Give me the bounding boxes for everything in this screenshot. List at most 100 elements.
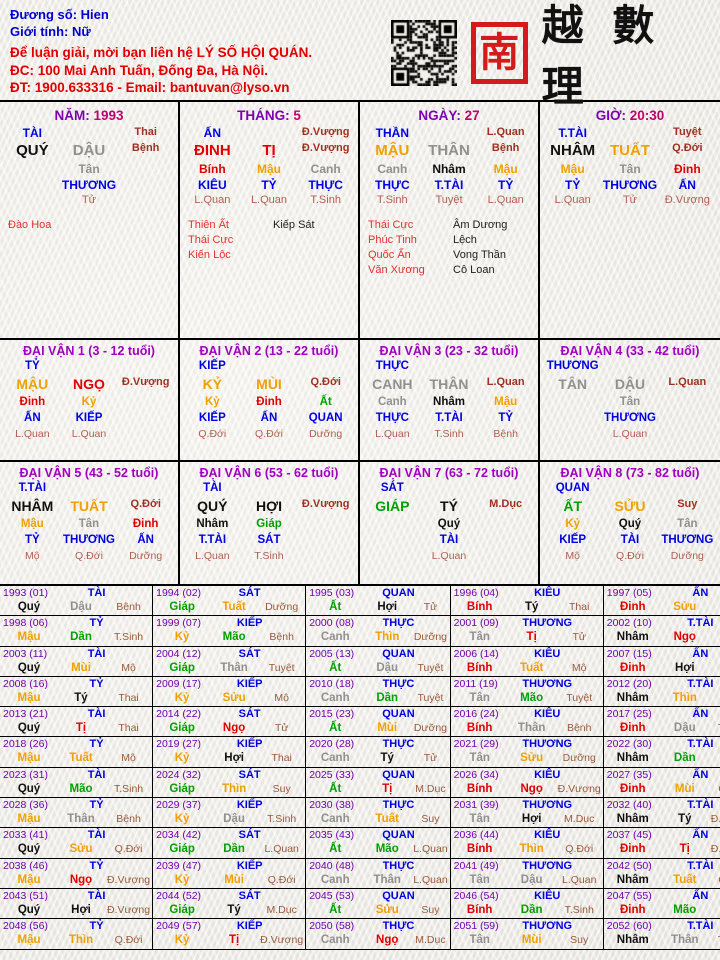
annual-luck-cell[interactable]: 2022 (30) T.TÀI Nhâm Dần Bệnh — [603, 737, 720, 768]
annual-luck-cell[interactable]: 1997 (05) ẤN Đinh Sửu Mộ — [603, 586, 720, 617]
annual-luck-cell[interactable]: 2013 (21) TÀI Quý Tị Thai — [0, 707, 154, 738]
major-luck-cell[interactable]: ĐẠI VẬN 8 (73 - 82 tuổi) QUAN ẤT SỬU Suy Kỷ Qu… — [540, 462, 720, 584]
annual-luck-cell[interactable]: 2010 (18) THỰC Canh Dần Tuyệt — [306, 676, 451, 708]
annual-luck-cell[interactable]: 2031 (39) THƯƠNG Tân Hợi M.Dục — [450, 798, 604, 829]
major-luck-cell[interactable]: ĐẠI VẬN 5 (43 - 52 tuổi) T.TÀI NHÂM TUẤT Q.Đ… — [0, 462, 180, 584]
annual-stage: Thai — [118, 691, 139, 704]
annual-luck-cell[interactable]: 2043 (51) TÀI Quý Hợi Đ.Vượng — [0, 888, 154, 920]
annual-ten-god: TỶ — [89, 920, 104, 933]
annual-luck-cell[interactable]: 2035 (43) QUAN Ất Mão L.Quan — [306, 828, 451, 859]
annual-luck-cell[interactable]: 1994 (02) SÁT Giáp Tuất Dưỡng — [153, 586, 307, 617]
annual-luck-cell[interactable]: 2017 (25) ẤN Đinh Dậu T.Sinh — [603, 707, 720, 738]
annual-luck-cell[interactable]: 2027 (35) ẤN Đinh Mùi Q.Đới — [603, 768, 720, 799]
annual-stage: Đ.Vượng — [710, 813, 720, 826]
annual-stage: Tử — [572, 631, 586, 644]
hidden-stage: Q.Đới — [255, 428, 283, 440]
hidden-stage: Tuyệt — [435, 194, 463, 206]
annual-luck-cell[interactable]: 2026 (34) KIÊU Bính Ngọ Đ.Vượng — [450, 767, 604, 799]
annual-luck-cell[interactable]: 2040 (48) THỰC Canh Thân L.Quan — [306, 858, 451, 889]
annual-luck-cell[interactable]: 2004 (12) SÁT Giáp Thân Tuyệt — [153, 646, 307, 677]
annual-luck-cell[interactable]: 2030 (38) THỰC Canh Tuất Suy — [306, 798, 451, 829]
annual-luck-cell[interactable]: 2023 (31) TÀI Quý Mão T.Sinh — [0, 767, 154, 799]
annual-luck-cell[interactable]: 1998 (06) TỶ Mậu Dần T.Sinh — [0, 616, 154, 647]
annual-stem: Đinh — [620, 722, 646, 735]
annual-luck-cell[interactable]: 2012 (20) T.TÀI Nhâm Thìn Mộ — [603, 677, 720, 708]
annual-luck-cell[interactable]: 2033 (41) TÀI Quý Sửu Q.Đới — [0, 828, 154, 859]
annual-luck-cell[interactable]: 2047 (55) ẤN Đinh Mão Bệnh — [603, 889, 720, 920]
annual-luck-cell[interactable]: 2048 (56) TỶ Mậu Thìn Q.Đới — [0, 919, 154, 950]
annual-ten-god: T.TÀI — [687, 617, 714, 630]
annual-luck-cell[interactable]: 2050 (58) THỰC Canh Ngọ M.Dục — [306, 919, 451, 950]
annual-luck-cell[interactable]: 2039 (47) KIẾP Kỷ Mùi Q.Đới — [153, 858, 307, 889]
major-luck-cell[interactable]: ĐẠI VẬN 7 (63 - 72 tuổi) SÁT GIÁP TÝ M.Dục Qu… — [360, 462, 540, 584]
annual-luck-cell[interactable]: 2041 (49) THƯƠNG Tân Dậu L.Quan — [450, 858, 604, 889]
annual-luck-cell[interactable]: 2002 (10) T.TÀI Nhâm Ngọ Thai — [603, 616, 720, 647]
annual-luck-cell[interactable]: 2009 (17) KIẾP Kỷ Sửu Mộ — [153, 676, 307, 708]
annual-ten-god: ẤN — [692, 829, 709, 842]
annual-luck-cell[interactable]: 1996 (04) KIÊU Bính Tý Thai — [450, 586, 604, 617]
annual-luck-cell[interactable]: 2042 (50) T.TÀI Nhâm Tuất Q.Đới — [603, 859, 720, 889]
annual-luck-cell[interactable]: 2034 (42) SÁT Giáp Dần L.Quan — [153, 828, 307, 859]
annual-luck-cell[interactable]: 2003 (11) TÀI Quý Mùi Mộ — [0, 646, 154, 677]
annual-luck-cell[interactable]: 2019 (27) KIẾP Kỷ Hợi Thai — [153, 737, 307, 768]
major-luck-cell[interactable]: ĐẠI VẬN 1 (3 - 12 tuổi) TỶ MẬU NGỌ Đ.Vượng Đi… — [0, 340, 180, 462]
qr-code-icon[interactable] — [391, 20, 457, 86]
annual-luck-cell[interactable]: 2000 (08) THỰC Canh Thìn Dưỡng — [306, 616, 451, 647]
annual-luck-cell[interactable]: 2015 (23) QUAN Ất Mùi Dưỡng — [306, 707, 451, 738]
major-luck-cell[interactable]: ĐẠI VẬN 3 (23 - 32 tuổi) THỰC CANH THÂN L.Qu… — [360, 340, 540, 462]
annual-luck-cell[interactable]: 2020 (28) THỰC Canh Tý Tử — [306, 737, 451, 768]
annual-luck-cell[interactable]: 2029 (37) KIẾP Kỷ Dậu T.Sinh — [153, 798, 307, 829]
annual-luck-cell[interactable]: 2045 (53) QUAN Ất Sửu Suy — [306, 888, 451, 920]
annual-luck-cell[interactable]: 2016 (24) KIÊU Bính Thân Bệnh — [450, 707, 604, 738]
hidden-stage — [117, 428, 174, 443]
annual-luck-cell[interactable]: 2036 (44) KIÊU Bính Thìn Q.Đới — [450, 828, 604, 859]
annual-luck-cell[interactable]: 1999 (07) KIẾP Kỷ Mão Bệnh — [153, 616, 307, 647]
annual-luck-cell[interactable]: 2025 (33) QUAN Ất Tị M.Dục — [306, 767, 451, 799]
hidden-stage — [477, 550, 534, 565]
annual-branch: Tuất — [375, 813, 399, 826]
annual-luck-cell[interactable]: 2001 (09) THƯƠNG Tân Tị Tử — [450, 616, 604, 647]
annual-luck-cell[interactable]: 2046 (54) KIÊU Bính Dần T.Sinh — [450, 888, 604, 920]
annual-ten-god: QUAN — [382, 587, 415, 599]
annual-luck-cell[interactable]: 2044 (52) SÁT Giáp Tý M.Dục — [153, 888, 307, 920]
major-luck-cell[interactable]: ĐẠI VẬN 6 (53 - 62 tuổi) TÀI QUÝ HỢI Đ.Vượng… — [180, 462, 360, 584]
star-label: Kiến Lộc — [188, 249, 231, 261]
annual-branch: Tý — [678, 813, 692, 826]
major-luck-cell[interactable]: ĐẠI VẬN 2 (13 - 22 tuổi) KIẾP KỶ MÙI Q.Đới Kỷ… — [180, 340, 360, 462]
annual-luck-cell[interactable]: 2018 (26) TỶ Mậu Tuất Mộ — [0, 737, 154, 768]
annual-luck-cell[interactable]: 2005 (13) QUAN Ất Dậu Tuyệt — [306, 646, 451, 677]
annual-luck-cell[interactable]: 2038 (46) TỶ Mậu Ngọ Đ.Vượng — [0, 858, 154, 889]
annual-luck-cell[interactable]: 2024 (32) SÁT Giáp Thìn Suy — [153, 767, 307, 799]
annual-luck-cell[interactable]: 1993 (01) TÀI Quý Dậu Bệnh — [0, 586, 154, 617]
annual-year: 2038 (46) — [3, 859, 48, 872]
annual-ten-god: TỶ — [89, 677, 104, 690]
luck-ten-god: KIẾP — [198, 360, 226, 372]
annual-luck-cell[interactable]: 2032 (40) T.TÀI Nhâm Tý Đ.Vượng — [603, 798, 720, 829]
annual-luck-cell[interactable]: 2006 (14) KIÊU Bính Tuất Mộ — [450, 646, 604, 677]
annual-stage: Đ.Vượng — [710, 843, 720, 856]
annual-luck-cell[interactable]: 2007 (15) ẤN Đinh Hợi Thai — [603, 647, 720, 677]
annual-year: 2047 (55) — [606, 889, 652, 902]
annual-stage: Dưỡng — [562, 752, 596, 765]
annual-year: 2022 (30) — [606, 738, 652, 751]
annual-luck-cell[interactable]: 2052 (60) T.TÀI Nhâm Thân T.Sinh — [603, 919, 720, 950]
annual-luck-cell[interactable]: 1995 (03) QUAN Ất Hợi Tử — [306, 586, 451, 617]
annual-stage: Q.Đới — [114, 843, 143, 856]
hidden-stem: Đinh — [256, 396, 282, 408]
annual-luck-cell[interactable]: 2011 (19) THƯƠNG Tân Mão Tuyệt — [450, 676, 604, 708]
annual-luck-cell[interactable]: 2008 (16) TỶ Mậu Tý Thai — [0, 676, 154, 708]
annual-luck-cell[interactable]: 2051 (59) THƯƠNG Tân Mùi Suy — [450, 919, 604, 950]
annual-branch: Thìn — [375, 631, 400, 644]
annual-stem: Tân — [469, 752, 490, 765]
annual-luck-cell[interactable]: 2037 (45) ẤN Đinh Tị Đ.Vượng — [603, 828, 720, 859]
hidden-stem: Quý — [618, 518, 642, 530]
major-luck-cell[interactable]: ĐẠI VẬN 4 (33 - 42 tuổi) THƯƠNG TÂN DẬU L.Qu… — [540, 340, 720, 462]
annual-luck-cell[interactable]: 2014 (22) SÁT Giáp Ngọ Tử — [153, 707, 307, 738]
annual-luck-cell[interactable]: 2021 (29) THƯƠNG Tân Sửu Dưỡng — [450, 737, 604, 768]
annual-stage: T.Sinh — [711, 722, 720, 734]
annual-branch: Mão — [375, 843, 399, 856]
annual-luck-cell[interactable]: 2028 (36) TỶ Mậu Thân Bệnh — [0, 798, 154, 829]
annual-luck-cell[interactable]: 2049 (57) KIẾP Kỷ Tị Đ.Vượng — [153, 919, 307, 950]
hidden-god: ẤN — [137, 534, 154, 546]
annual-year: 2002 (10) — [606, 617, 652, 630]
